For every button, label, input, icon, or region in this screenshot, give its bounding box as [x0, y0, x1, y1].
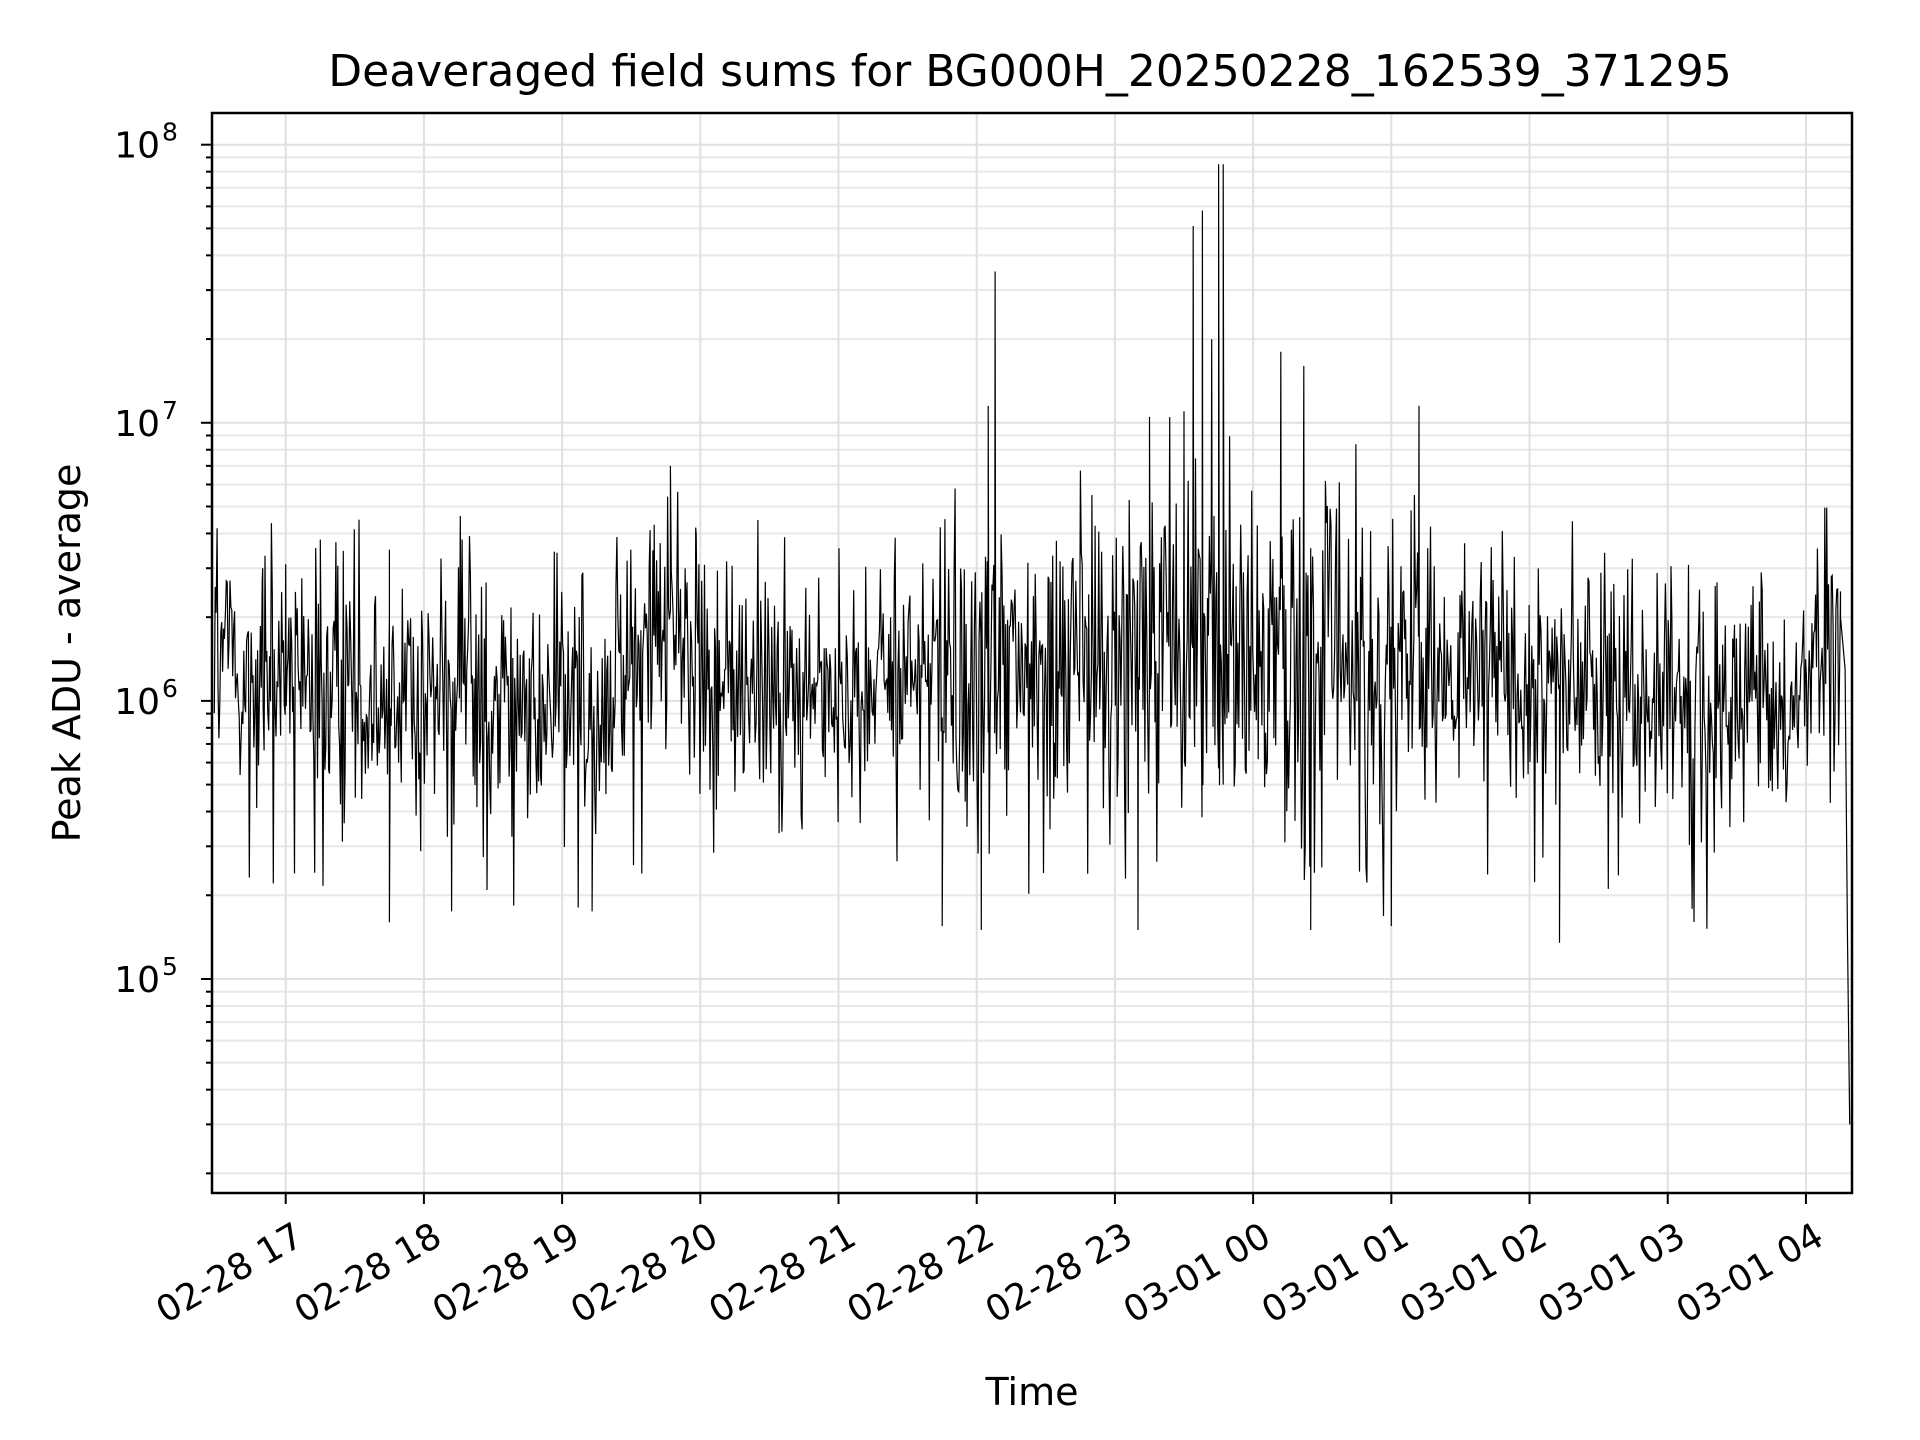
- x-tick-label: 03-01 00: [1117, 1215, 1278, 1331]
- x-tick-label: 03-01 01: [1255, 1215, 1416, 1331]
- chart-title: Deaveraged field sums for BG000H_2025022…: [328, 46, 1731, 97]
- y-tick-base: 10: [114, 404, 160, 445]
- series-layer: [213, 164, 1851, 1125]
- x-axis-label: Time: [985, 1370, 1079, 1414]
- x-tick-label: 02-28 17: [150, 1215, 311, 1331]
- y-tick-exponent: 7: [162, 396, 178, 425]
- y-tick-base: 10: [114, 960, 160, 1001]
- y-tick-label: 10 6: [114, 674, 178, 723]
- y-tick-base: 10: [114, 682, 160, 723]
- x-tick-label: 02-28 18: [288, 1215, 449, 1331]
- y-tick-exponent: 5: [162, 952, 178, 981]
- y-tick-exponent: 8: [162, 118, 178, 147]
- y-tick-exponent: 6: [162, 674, 178, 703]
- y-tick-label: 10 7: [114, 396, 178, 445]
- x-tick-label: 02-28 22: [841, 1215, 1002, 1331]
- y-tick-label: 10 5: [114, 952, 178, 1001]
- x-tick-label: 02-28 19: [426, 1215, 587, 1331]
- y-tick-label: 10 8: [114, 118, 178, 167]
- y-tick-base: 10: [114, 126, 160, 167]
- plot-frame: [210, 111, 1854, 1195]
- y-axis-label: Peak ADU - average: [45, 464, 89, 843]
- x-tick-label: 03-01 04: [1670, 1215, 1831, 1331]
- x-tick-label: 03-01 03: [1532, 1215, 1693, 1331]
- x-tick-label: 02-28 20: [564, 1215, 725, 1331]
- x-tick-label: 02-28 21: [702, 1215, 863, 1331]
- x-tick-label: 03-01 02: [1393, 1215, 1554, 1331]
- data-line: [213, 164, 1851, 1125]
- x-tick-label: 02-28 23: [979, 1215, 1140, 1331]
